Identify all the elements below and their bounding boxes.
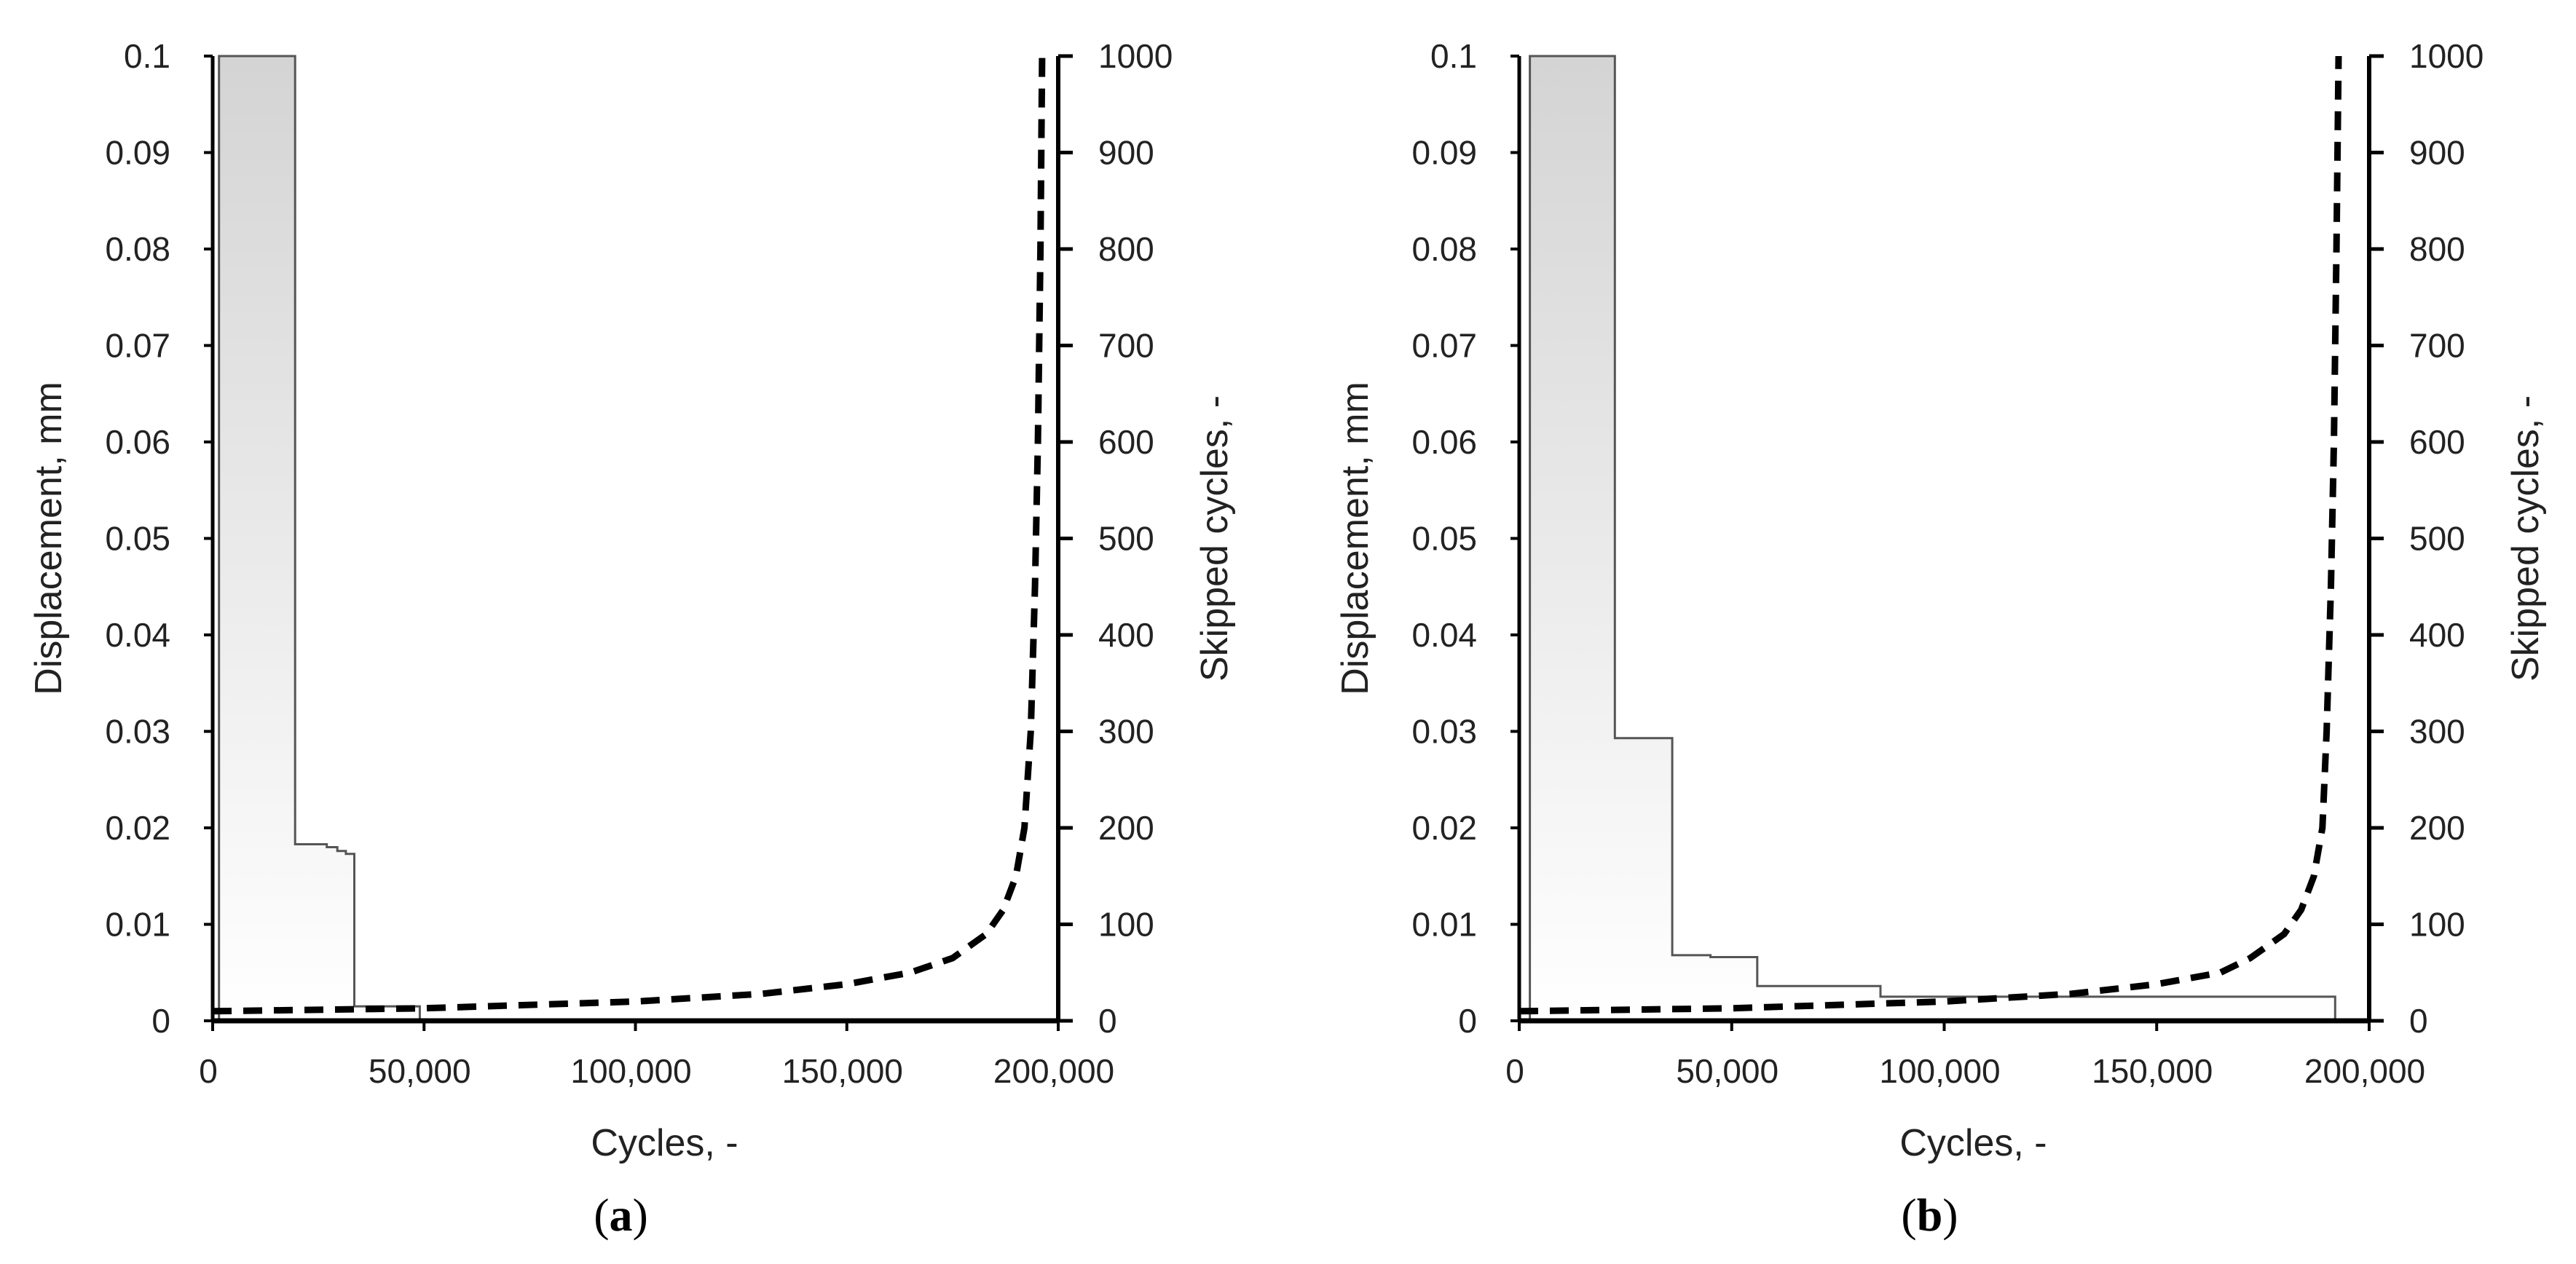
x-tick-label: 100,000	[570, 1052, 691, 1090]
y-right-tick-label: 200	[2409, 809, 2465, 847]
y-left-tick-label: 0.06	[105, 423, 170, 461]
y-right-tick-label: 300	[1098, 713, 1154, 751]
y-right-tick-label: 200	[1098, 809, 1154, 847]
y-right-tick-label: 900	[2409, 134, 2465, 172]
y-right-tick-label: 100	[2409, 906, 2465, 944]
y-right-tick-label: 800	[1098, 230, 1154, 268]
y-left-tick-label: 0.03	[105, 713, 170, 751]
y-right-tick-label: 600	[1098, 423, 1154, 461]
x-tick-label: 0	[199, 1052, 218, 1090]
y-right-tick-label: 1000	[2409, 37, 2484, 75]
y-left-tick-label: 0.04	[105, 616, 170, 654]
y-left-tick-label: 0.07	[105, 327, 170, 365]
x-tick-label: 150,000	[2092, 1052, 2213, 1090]
y-right-tick-label: 500	[1098, 520, 1154, 558]
skipped-cycles-series-line	[212, 55, 1046, 1015]
y-left-tick-label: 0	[1458, 1002, 1477, 1040]
panel-label-letter: a	[610, 1189, 633, 1241]
x-axis-title: Cycles, -	[591, 1122, 738, 1164]
y-left-tick-label: 0.02	[105, 809, 170, 847]
y-left-tick-label: 0.09	[1411, 134, 1477, 172]
y-left-tick-label: 0.05	[105, 520, 170, 558]
y-right-tick-label: 400	[1098, 616, 1154, 654]
y-left-tick-label: 0.07	[1411, 327, 1477, 365]
y-right-tick-label: 900	[1098, 134, 1154, 172]
chart-panel-b: 0 0.01 0.02 0.03 0.04 0.05 0.06 0.07 0.08 0.09 0.1…	[1334, 37, 2547, 1241]
skipped-cycles-series-line	[1519, 55, 2342, 1015]
y-right-tick-label: 0	[2409, 1002, 2428, 1040]
y-right-tick-label: 400	[2409, 616, 2465, 654]
y-left-tick-label: 0.1	[1430, 37, 1477, 75]
chart-panel-a: 0 0.01 0.02 0.03 0.04 0.05 0.06 0.07 0.08 0.09 0.1…	[28, 37, 1236, 1241]
panel-label-letter: b	[1917, 1189, 1943, 1241]
y-right-tick-label: 500	[2409, 520, 2465, 558]
y-left-tick-label: 0.1	[124, 37, 170, 75]
y-right-tick-label: 300	[2409, 713, 2465, 751]
panel-label: (a)	[594, 1189, 648, 1241]
x-tick-label: 0	[1505, 1052, 1524, 1090]
y-right-tick-label: 100	[1098, 906, 1154, 944]
x-tick-label: 50,000	[1676, 1052, 1779, 1090]
y-axis-right-title: Skipped cycles, -	[2505, 395, 2547, 682]
x-tick-label: 200,000	[993, 1052, 1114, 1090]
panel-label-open-paren: (	[1901, 1189, 1916, 1241]
y-right-tick-label: 700	[2409, 327, 2465, 365]
y-left-tick-label: 0.06	[1411, 423, 1477, 461]
y-left-tick-label: 0	[151, 1002, 170, 1040]
y-left-tick-label: 0.04	[1411, 616, 1477, 654]
panel-label-open-paren: (	[594, 1189, 609, 1241]
x-tick-label: 200,000	[2304, 1052, 2425, 1090]
y-right-tick-label: 700	[1098, 327, 1154, 365]
y-left-tick-label: 0.09	[105, 134, 170, 172]
panel-label-close-paren: )	[633, 1189, 648, 1241]
panel-label-close-paren: )	[1942, 1189, 1958, 1241]
y-left-tick-label: 0.02	[1411, 809, 1477, 847]
x-tick-label: 100,000	[1879, 1052, 2000, 1090]
displacement-series-area	[218, 55, 421, 1022]
y-left-tick-label: 0.05	[1411, 520, 1477, 558]
y-right-tick-label: 1000	[1098, 37, 1173, 75]
y-axis-right-title: Skipped cycles, -	[1194, 395, 1236, 682]
x-tick-label: 150,000	[782, 1052, 903, 1090]
panel-label: (b)	[1901, 1189, 1958, 1241]
x-tick-label: 50,000	[369, 1052, 471, 1090]
y-left-tick-label: 0.08	[1411, 230, 1477, 268]
y-left-tick-label: 0.01	[1411, 906, 1477, 944]
y-axis-left-title: Displacement, mm	[28, 382, 70, 695]
y-right-tick-label: 600	[2409, 423, 2465, 461]
y-left-tick-label: 0.01	[105, 906, 170, 944]
displacement-series-area	[1529, 55, 2336, 1022]
y-left-tick-label: 0.03	[1411, 713, 1477, 751]
y-right-tick-label: 800	[2409, 230, 2465, 268]
y-axis-left-title: Displacement, mm	[1334, 382, 1376, 695]
y-right-tick-label: 0	[1098, 1002, 1117, 1040]
x-axis-title: Cycles, -	[1899, 1122, 2047, 1164]
y-left-tick-label: 0.08	[105, 230, 170, 268]
